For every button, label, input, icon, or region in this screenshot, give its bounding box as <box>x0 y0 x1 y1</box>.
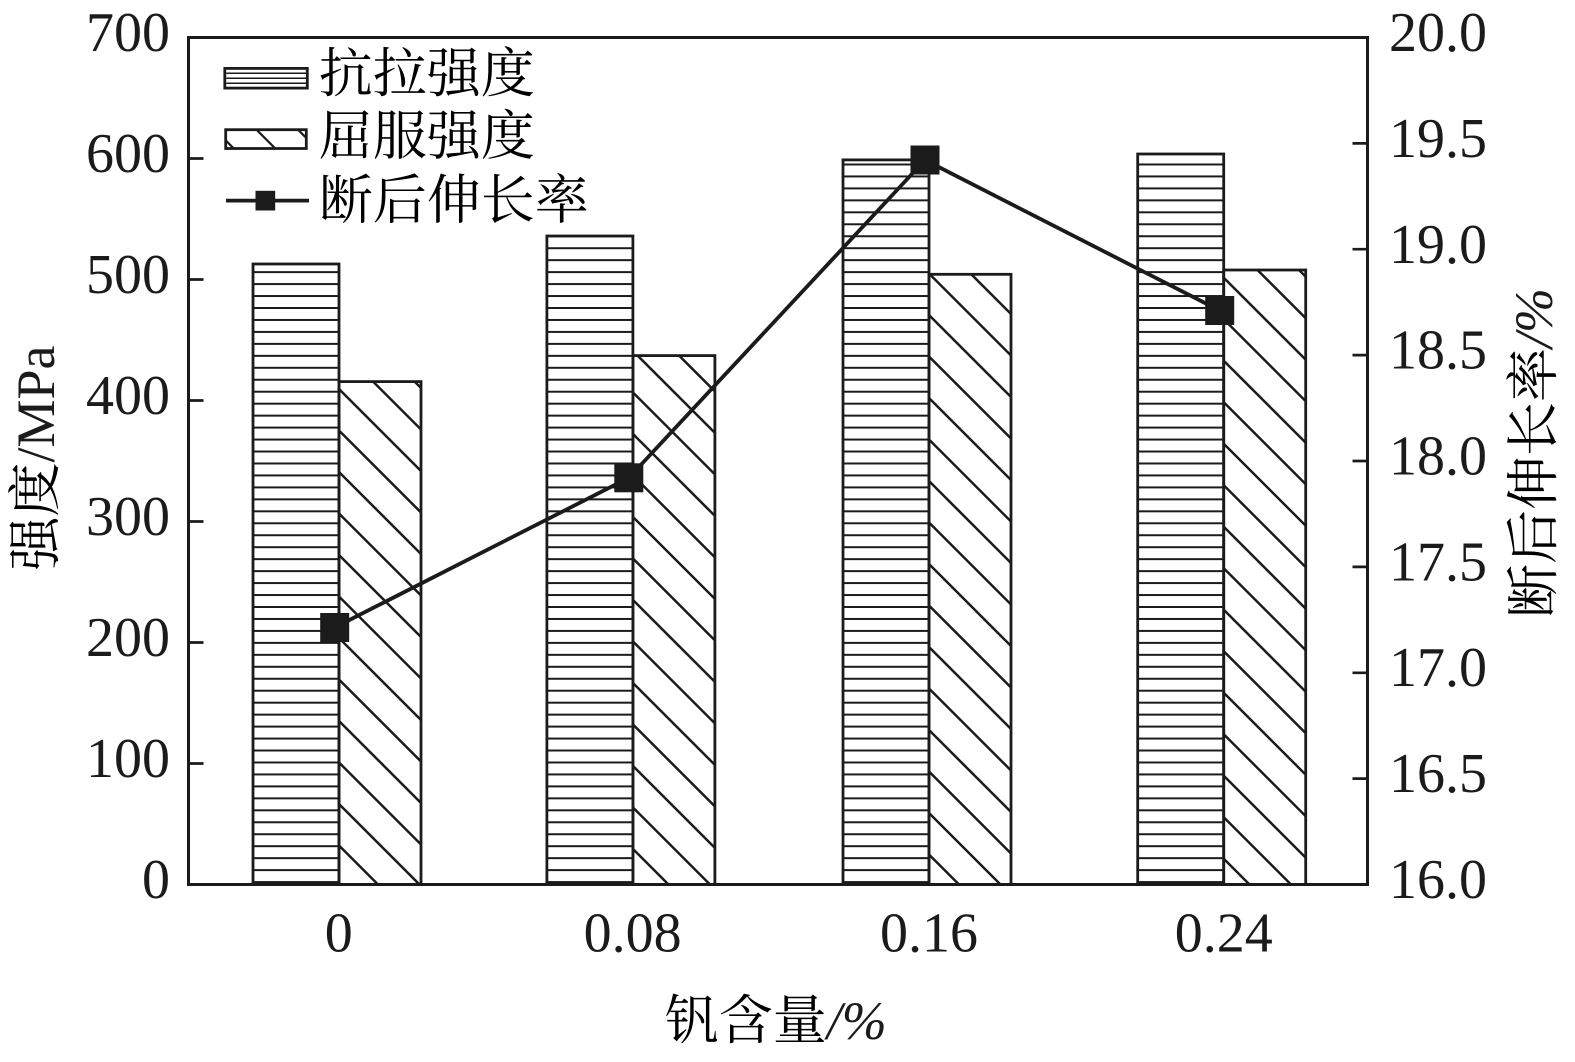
svg-text:16.0: 16.0 <box>1389 849 1487 911</box>
svg-text:18.0: 18.0 <box>1389 426 1487 488</box>
svg-text:0: 0 <box>142 849 170 911</box>
svg-text:19.5: 19.5 <box>1389 108 1487 170</box>
svg-text:/%: /% <box>1504 288 1564 351</box>
svg-text:0: 0 <box>325 903 353 965</box>
svg-text:0.08: 0.08 <box>584 903 682 965</box>
svg-text:0.24: 0.24 <box>1175 903 1273 965</box>
svg-text:600: 600 <box>86 123 170 185</box>
svg-text:/MPa: /MPa <box>6 345 66 462</box>
svg-text:700: 700 <box>86 2 170 64</box>
svg-text:400: 400 <box>86 365 170 427</box>
svg-text:17.5: 17.5 <box>1389 531 1487 593</box>
svg-text:17.0: 17.0 <box>1389 637 1487 699</box>
svg-text:200: 200 <box>86 607 170 669</box>
svg-text:16.5: 16.5 <box>1389 743 1487 805</box>
svg-text:18.5: 18.5 <box>1389 320 1487 382</box>
svg-text:19.0: 19.0 <box>1389 214 1487 276</box>
svg-text:20.0: 20.0 <box>1389 2 1487 64</box>
svg-text:500: 500 <box>86 244 170 306</box>
svg-text:/%: /% <box>824 991 887 1051</box>
svg-text:300: 300 <box>86 486 170 548</box>
svg-text:100: 100 <box>86 728 170 790</box>
svg-text:0.16: 0.16 <box>880 903 978 965</box>
